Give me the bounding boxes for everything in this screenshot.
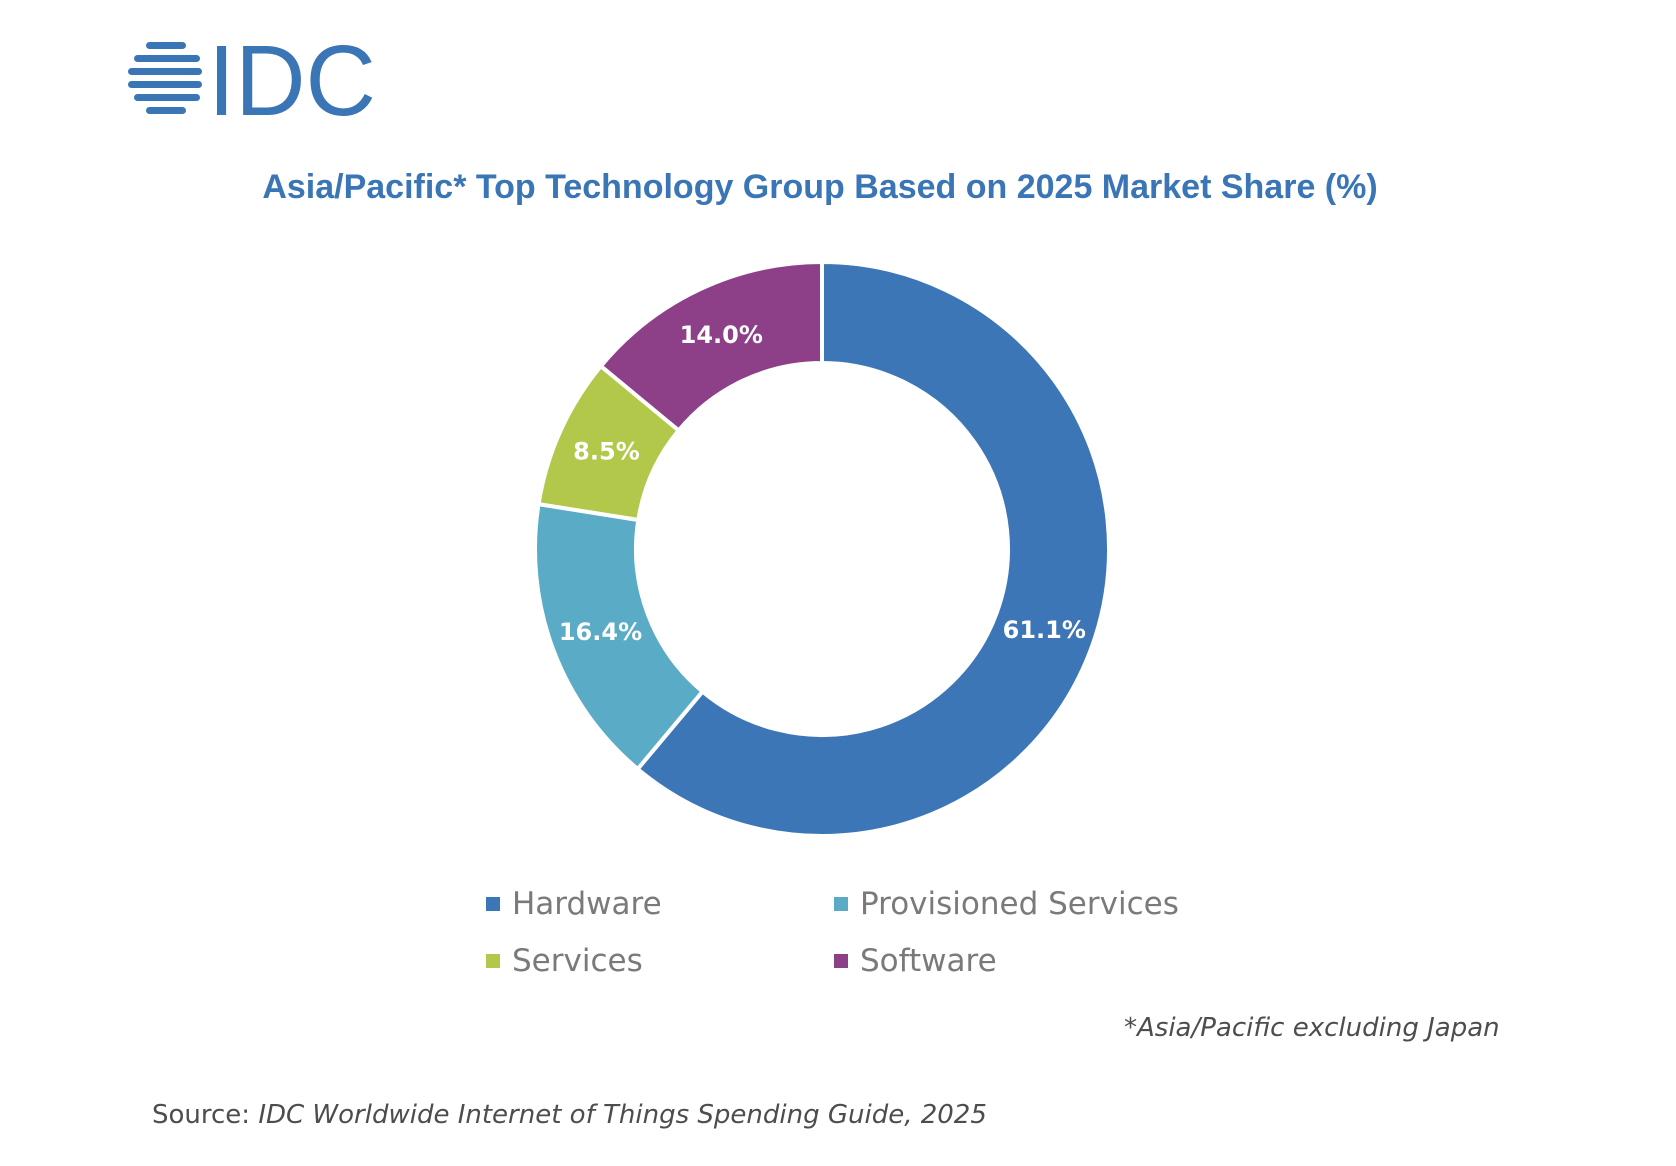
data-label-provisioned-services: 16.4%	[559, 618, 642, 646]
legend-item-provisioned-services: Provisioned Services	[834, 884, 1179, 924]
idc-logo: IDC	[128, 36, 376, 120]
data-label-hardware: 61.1%	[1003, 616, 1086, 644]
legend-label: Software	[860, 943, 997, 979]
globe-icon	[128, 42, 202, 114]
legend-swatch-hardware	[486, 897, 500, 911]
legend-swatch-software	[834, 954, 848, 968]
data-label-software: 14.0%	[680, 321, 763, 349]
legend-label: Services	[512, 943, 643, 979]
legend-item-software: Software	[834, 941, 997, 981]
legend-swatch-services	[486, 954, 500, 968]
source-line: Source: IDC Worldwide Internet of Things…	[152, 1100, 987, 1130]
chart-title: Asia/Pacific* Top Technology Group Based…	[262, 168, 1378, 206]
slice-hardware	[634, 259, 1111, 838]
source-prefix: Source:	[152, 1100, 259, 1130]
source-title: IDC Worldwide Internet of Things Spendin…	[258, 1100, 987, 1130]
logo-text: IDC	[208, 36, 376, 120]
footnote: *Asia/Pacific excluding Japan	[1124, 1013, 1500, 1043]
legend-item-services: Services	[486, 941, 643, 981]
data-label-services: 8.5%	[573, 438, 640, 466]
legend-swatch-provisioned-services	[834, 897, 848, 911]
legend-label: Hardware	[512, 886, 662, 922]
legend-item-hardware: Hardware	[486, 884, 662, 924]
slice-software	[598, 259, 824, 434]
legend-label: Provisioned Services	[860, 886, 1179, 922]
